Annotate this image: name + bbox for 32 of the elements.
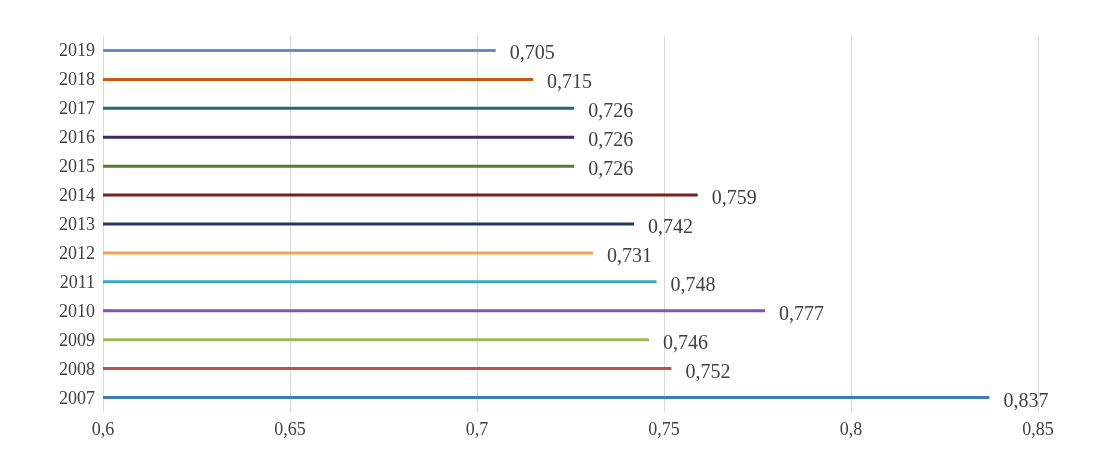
y-tick-label: 2015 — [59, 156, 95, 177]
x-tick-label: 0,8 — [839, 419, 863, 439]
x-tick-label: 0,65 — [274, 419, 306, 439]
data-label: 0,726 — [588, 99, 634, 122]
data-label: 0,742 — [648, 215, 694, 237]
y-tick-label: 2009 — [59, 329, 95, 350]
data-label: 0,777 — [778, 301, 824, 324]
y-tick-label: 2011 — [59, 271, 95, 292]
y-tick-label: 2019 — [59, 40, 95, 61]
x-tick-label: 0,75 — [648, 419, 680, 439]
y-tick-label: 2016 — [59, 127, 95, 148]
data-label: 0,705 — [509, 41, 555, 64]
data-label: 0,726 — [588, 157, 634, 180]
data-label: 0,726 — [588, 128, 634, 151]
y-tick-label: 2012 — [59, 242, 95, 263]
data-label: 0,752 — [685, 359, 731, 382]
y-tick-label: 2017 — [59, 98, 95, 119]
data-label: 0,746 — [663, 330, 709, 353]
y-tick-label: 2018 — [59, 69, 95, 90]
data-label: 0,748 — [670, 272, 716, 295]
data-label: 0,715 — [547, 70, 593, 93]
data-label: 0,759 — [711, 186, 757, 209]
data-label: 0,837 — [1003, 388, 1049, 411]
y-tick-label: 2014 — [59, 185, 95, 206]
data-label: 0,731 — [606, 243, 652, 266]
y-tick-label: 2008 — [59, 358, 95, 379]
y-tick-label: 2013 — [59, 214, 95, 234]
x-tick-label: 0,6 — [91, 419, 115, 439]
y-tick-label: 2007 — [59, 387, 95, 408]
x-tick-label: 0,85 — [1022, 419, 1054, 439]
x-tick-label: 0,7 — [465, 419, 489, 439]
y-tick-label: 2010 — [59, 300, 95, 321]
